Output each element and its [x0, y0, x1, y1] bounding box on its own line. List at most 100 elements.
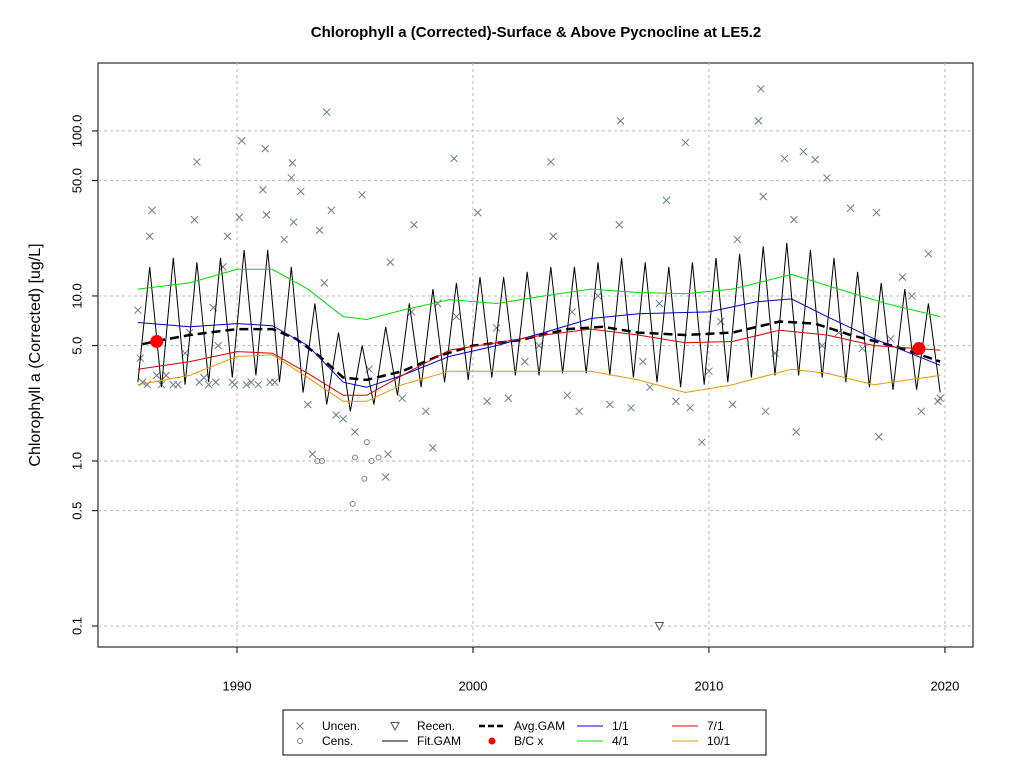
uncensored-point: [237, 137, 246, 145]
uncensored-point: [266, 378, 274, 387]
series-line: [137, 354, 941, 402]
uncensored-point: [936, 394, 945, 403]
legend-swatch: [297, 738, 303, 744]
uncensored-point: [242, 380, 251, 389]
uncensored-point: [575, 407, 584, 416]
uncensored-point: [549, 232, 558, 241]
uncensored-point: [288, 159, 297, 167]
uncensored-point: [230, 380, 239, 389]
censored-point: [349, 500, 356, 507]
uncensored-point: [351, 428, 359, 436]
uncensored-point: [322, 108, 331, 116]
y-tick-label: 100.0: [69, 115, 84, 148]
uncensored-point: [521, 357, 529, 366]
uncensored-point: [296, 187, 305, 196]
uncensored-point: [846, 204, 855, 213]
uncensored-point: [421, 407, 430, 416]
uncensored-point: [287, 173, 296, 182]
censored-point: [375, 454, 382, 461]
legend-label: Recen.: [417, 719, 455, 733]
uncensored-point: [627, 403, 635, 412]
uncensored-point: [898, 273, 907, 282]
x-tick-label: 1990: [223, 678, 252, 693]
uncensored-point: [504, 394, 513, 403]
x-tick-label: 2020: [930, 678, 959, 693]
uncensored-point: [655, 299, 664, 308]
censored-point: [318, 457, 325, 464]
uncensored-point: [407, 308, 416, 316]
uncensored-point: [823, 173, 831, 182]
y-tick-label: 1.0: [69, 452, 84, 470]
uncensored-point: [386, 258, 395, 267]
uncensored-point: [535, 341, 543, 350]
uncensored-point: [450, 154, 458, 163]
uncensored-point: [381, 473, 390, 481]
uncensored-point: [811, 155, 819, 164]
uncensored-point: [308, 450, 317, 458]
uncensored-point: [174, 380, 182, 389]
uncensored-point: [259, 185, 267, 194]
uncensored-point: [872, 208, 881, 217]
uncensored-point: [145, 232, 154, 241]
censored-point: [361, 475, 368, 482]
legend-label: B/C x: [514, 734, 543, 748]
legend-label: 4/1: [612, 734, 629, 748]
y-tick-label: 0.1: [69, 617, 84, 635]
censored-point: [363, 439, 370, 446]
uncensored-point: [639, 357, 647, 366]
uncensored-point: [358, 190, 366, 199]
uncensored-point: [917, 407, 926, 416]
uncensored-point: [757, 84, 765, 93]
uncensored-point: [218, 263, 227, 271]
uncensored-point: [289, 218, 298, 227]
legend-label: Fit.GAM: [417, 734, 461, 748]
uncensored-point: [247, 378, 256, 387]
uncensored-point: [261, 144, 270, 153]
uncensored-point: [152, 371, 161, 380]
y-tick-label: 0.5: [69, 502, 84, 520]
uncensored-point: [672, 397, 680, 406]
uncensored-point: [646, 383, 654, 392]
uncensored-point: [315, 226, 324, 235]
uncensored-point: [327, 206, 336, 215]
uncensored-point: [339, 414, 348, 423]
uncensored-point: [492, 324, 501, 332]
legend-swatch: [390, 722, 400, 732]
chart-title: Chlorophyll a (Corrected)-Surface & Abov…: [311, 24, 761, 41]
uncensored-point: [790, 215, 798, 224]
legend-label: Avg.GAM: [514, 719, 565, 733]
uncensored-point: [616, 117, 625, 125]
uncensored-point: [780, 154, 789, 163]
uncensored-point: [214, 341, 222, 350]
legend-label: Uncen.: [322, 719, 360, 733]
x-tick-label: 2000: [459, 678, 488, 693]
legend-label: 10/1: [707, 734, 731, 748]
recensored-point: [654, 621, 665, 632]
uncensored-point: [733, 235, 742, 244]
uncensored-point: [759, 192, 768, 201]
y-axis-label: Chlorophyll a (Corrected) [ug/L]: [27, 243, 44, 466]
legend-swatch: [488, 737, 496, 745]
uncensored-point: [452, 312, 461, 321]
legend-label: 7/1: [707, 719, 724, 733]
series-line: [137, 328, 941, 396]
uncensored-point: [398, 394, 407, 403]
uncensored-point: [332, 411, 340, 419]
legend-swatch: [296, 722, 304, 730]
y-tick-label: 50.0: [69, 168, 84, 193]
uncensored-point: [754, 117, 763, 125]
uncensored-point: [662, 196, 671, 205]
uncensored-point: [320, 279, 329, 287]
bc-point: [150, 334, 164, 348]
y-tick-label: 5.0: [69, 337, 84, 355]
uncensored-point: [195, 378, 204, 387]
y-tick-label: 10.0: [69, 283, 84, 308]
uncensored-point: [908, 292, 916, 300]
uncensored-point: [148, 206, 156, 215]
legend-label: 1/1: [612, 719, 629, 733]
uncensored-point: [716, 317, 725, 326]
uncensored-point: [686, 403, 694, 412]
